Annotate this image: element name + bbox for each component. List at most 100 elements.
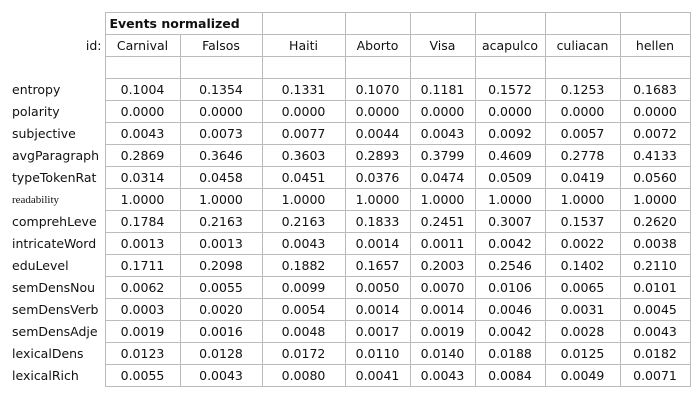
value-cell: 0.0031 <box>544 298 621 321</box>
value-cell: 0.3646 <box>179 144 263 167</box>
value-cell: 0.0451 <box>261 166 346 189</box>
value-cell: 0.0072 <box>619 122 691 145</box>
value-cell: 0.0017 <box>344 320 411 343</box>
value-cell: 0.0000 <box>104 100 181 123</box>
empty-cell <box>344 12 411 35</box>
value-cell: 0.2778 <box>544 144 621 167</box>
value-cell: 0.0123 <box>104 342 181 365</box>
empty-cell <box>619 12 691 35</box>
data-row: lexicalRich 0.0055 0.0043 0.0080 0.0041 0.004… <box>8 364 691 387</box>
column-header: hellen <box>619 34 691 57</box>
value-cell: 0.0043 <box>619 320 691 343</box>
column-header: Aborto <box>344 34 411 57</box>
value-cell: 0.3007 <box>474 210 546 233</box>
value-cell: 0.0050 <box>344 276 411 299</box>
value-cell: 0.0080 <box>261 364 346 387</box>
value-cell: 0.0188 <box>474 342 546 365</box>
value-cell: 0.1657 <box>344 254 411 277</box>
title-row: Events normalized <box>8 12 691 35</box>
value-cell: 0.2098 <box>179 254 263 277</box>
column-header: Falsos <box>179 34 263 57</box>
value-cell: 0.1572 <box>474 78 546 101</box>
value-cell: 0.0000 <box>409 100 476 123</box>
value-cell: 0.0042 <box>474 320 546 343</box>
value-cell: 0.0054 <box>261 298 346 321</box>
empty-cell <box>474 56 546 79</box>
empty-cell <box>474 12 546 35</box>
value-cell: 0.3799 <box>409 144 476 167</box>
value-cell: 0.0073 <box>179 122 263 145</box>
value-cell: 0.1882 <box>261 254 346 277</box>
data-row: polarity 0.0000 0.0000 0.0000 0.0000 0.0000 0.… <box>8 100 691 123</box>
table-title: Events normalized <box>104 12 263 35</box>
row-label: comprehLeve <box>12 214 97 229</box>
empty-cell <box>344 56 411 79</box>
value-cell: 0.0474 <box>409 166 476 189</box>
value-cell: 1.0000 <box>261 188 346 211</box>
id-label: id: <box>85 38 102 53</box>
value-cell: 0.0077 <box>261 122 346 145</box>
value-cell: 0.2163 <box>179 210 263 233</box>
value-cell: 0.0099 <box>261 276 346 299</box>
empty-cell <box>179 56 263 79</box>
value-cell: 0.0000 <box>544 100 621 123</box>
value-cell: 0.0055 <box>104 364 181 387</box>
corner <box>8 13 105 35</box>
data-table: Events normalized id: Carnival Falsos Haiti A… <box>8 12 691 387</box>
value-cell: 0.2110 <box>619 254 691 277</box>
value-cell: 0.0043 <box>409 122 476 145</box>
value-cell: 0.0125 <box>544 342 621 365</box>
value-cell: 0.1004 <box>104 78 181 101</box>
value-cell: 0.0041 <box>344 364 411 387</box>
value-cell: 0.0019 <box>409 320 476 343</box>
row-label: typeTokenRat <box>12 170 97 185</box>
value-cell: 0.0065 <box>544 276 621 299</box>
data-row: semDensAdje 0.0019 0.0016 0.0048 0.0017 0.001… <box>8 320 691 343</box>
column-header: Haiti <box>261 34 346 57</box>
data-row: eduLevel 0.1711 0.2098 0.1882 0.1657 0.2003 0.… <box>8 254 691 277</box>
row-label: readability <box>12 193 60 206</box>
value-cell: 0.0509 <box>474 166 546 189</box>
value-cell: 0.0028 <box>544 320 621 343</box>
empty-cell <box>409 56 476 79</box>
value-cell: 0.1402 <box>544 254 621 277</box>
empty-cell <box>544 56 621 79</box>
value-cell: 0.1711 <box>104 254 181 277</box>
data-row: semDensNou 0.0062 0.0055 0.0099 0.0050 0.0070… <box>8 276 691 299</box>
value-cell: 0.2451 <box>409 210 476 233</box>
column-header: acapulco <box>474 34 546 57</box>
value-cell: 0.0013 <box>179 232 263 255</box>
value-cell: 0.0016 <box>179 320 263 343</box>
row-label: lexicalDens <box>12 346 84 361</box>
value-cell: 0.0014 <box>344 298 411 321</box>
blank-label <box>8 57 105 79</box>
value-cell: 0.2163 <box>261 210 346 233</box>
value-cell: 1.0000 <box>179 188 263 211</box>
value-cell: 0.0013 <box>104 232 181 255</box>
value-cell: 0.0172 <box>261 342 346 365</box>
blank-row <box>8 56 691 79</box>
data-row: readability 1.0000 1.0000 1.0000 1.0000 1.000… <box>8 188 691 211</box>
value-cell: 0.0043 <box>104 122 181 145</box>
value-cell: 0.0084 <box>474 364 546 387</box>
row-label: intricateWord <box>12 236 97 251</box>
value-cell: 0.0314 <box>104 166 181 189</box>
value-cell: 0.0092 <box>474 122 546 145</box>
value-cell: 0.0071 <box>619 364 691 387</box>
row-label: semDensAdje <box>12 324 98 339</box>
value-cell: 0.0070 <box>409 276 476 299</box>
value-cell: 0.2546 <box>474 254 546 277</box>
empty-cell <box>104 56 181 79</box>
value-cell: 1.0000 <box>544 188 621 211</box>
row-label: polarity <box>12 104 60 119</box>
value-cell: 0.0049 <box>544 364 621 387</box>
value-cell: 0.1181 <box>409 78 476 101</box>
data-row: semDensVerb 0.0003 0.0020 0.0054 0.0014 0.001… <box>8 298 691 321</box>
row-label: semDensNou <box>12 280 96 295</box>
value-cell: 0.0014 <box>409 298 476 321</box>
value-cell: 0.1070 <box>344 78 411 101</box>
value-cell: 0.0000 <box>261 100 346 123</box>
value-cell: 0.1833 <box>344 210 411 233</box>
empty-cell <box>619 56 691 79</box>
